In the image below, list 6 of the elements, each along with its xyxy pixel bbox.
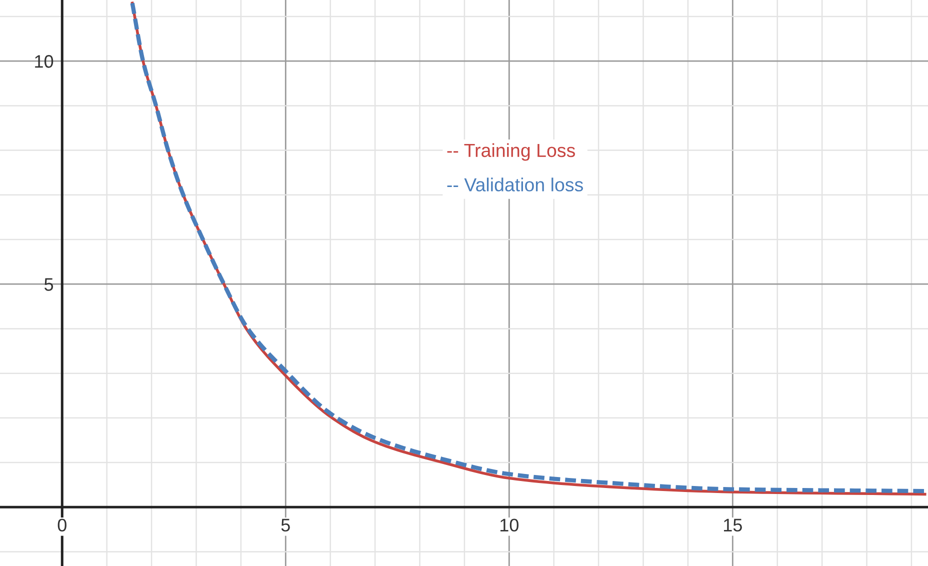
x-tick-label: 15 (724, 518, 742, 532)
x-tick-label: 5 (281, 518, 290, 532)
text: -- Validation loss (447, 178, 583, 192)
x-tick-label: 10 (500, 518, 518, 532)
text: -- Training Loss (447, 143, 575, 161)
x-tick-label: 0 (58, 518, 66, 532)
